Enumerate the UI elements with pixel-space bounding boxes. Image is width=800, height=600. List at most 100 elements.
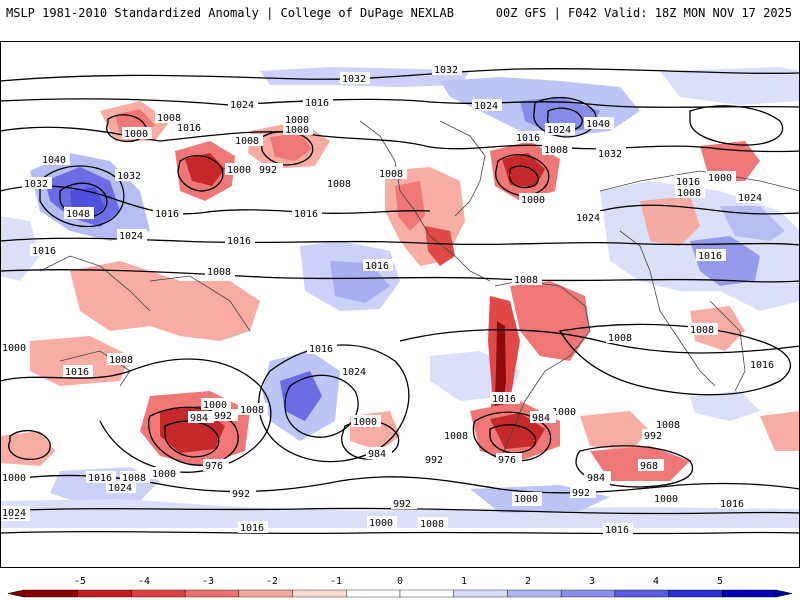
- isobar-label: 992: [214, 411, 232, 422]
- isobar-label: 1008: [157, 113, 181, 124]
- isobar-label: 1008: [235, 136, 259, 147]
- isobar-label: 984: [587, 473, 605, 484]
- colorbar-right-arrow: [775, 589, 793, 598]
- isobar-label: 1000: [369, 518, 393, 529]
- isobar-label: 1016: [227, 236, 251, 247]
- colorbar-segment: [77, 589, 132, 598]
- isobar-label: 1016: [365, 261, 389, 272]
- header-bar: MSLP 1981-2010 Standardized Anomaly | Co…: [0, 0, 800, 40]
- isobar-label: 1032: [24, 179, 48, 190]
- colorbar-segment: [292, 589, 347, 598]
- colorbar-segment: [560, 589, 616, 598]
- colorbar-left-arrow: [7, 589, 25, 598]
- isobar-label: 1000: [353, 417, 377, 428]
- isobar-label: 1032: [598, 149, 622, 160]
- isobar-label: 1008: [420, 519, 444, 530]
- isobar-label: 1016: [32, 246, 56, 257]
- colorbar-segment: [614, 589, 669, 598]
- isobar-label: 1016: [676, 177, 700, 188]
- isobar-label: 1000: [552, 407, 576, 418]
- colorbar-tick-label: -1: [330, 576, 342, 587]
- isobar-label: 1024: [738, 193, 762, 204]
- colorbar-tick-label: 5: [717, 576, 723, 587]
- isobar-label: 1024: [108, 483, 132, 494]
- isobar-label: 1008: [379, 169, 403, 180]
- isobar-label: 992: [232, 489, 250, 500]
- colorbar-tick-label: -4: [138, 576, 150, 587]
- anomaly-map: 1032 1032 1024 1016 1008 1000 1016 1000 …: [0, 41, 800, 568]
- isobar-label: 1024: [230, 100, 254, 111]
- isobar-label: 1032: [342, 74, 366, 85]
- isobar-label: 1016: [605, 525, 629, 536]
- isobar-label: 1024: [2, 508, 26, 519]
- isobar-label: 992: [259, 165, 277, 176]
- colorbar: -5 -4 -3 -2 -1 0 1 2 3 4 5: [0, 570, 800, 600]
- model-run-title: 00Z GFS | F042 Valid: 18Z MON NOV 17 202…: [495, 6, 792, 20]
- colorbar-tick-label: 2: [525, 576, 531, 587]
- isobar-label: 1000: [285, 115, 309, 126]
- isobar-label: 1024: [474, 101, 498, 112]
- colorbar-tick-label: -5: [74, 576, 86, 587]
- isobar-label: 1000: [708, 173, 732, 184]
- isobar-label: 1000: [124, 129, 148, 140]
- isobar-label: 976: [205, 461, 223, 472]
- isobar-label: 1000: [285, 125, 309, 136]
- map-svg: 1032 1032 1024 1016 1008 1000 1016 1000 …: [0, 41, 800, 568]
- isobar-label: 992: [425, 455, 443, 466]
- isobar-label: 1000: [521, 195, 545, 206]
- colorbar-segment: [507, 589, 562, 598]
- isobar-label: 1016: [720, 499, 744, 510]
- isobar-label: 1016: [177, 123, 201, 134]
- isobar-label: 984: [190, 413, 208, 424]
- isobar-label: 1016: [309, 344, 333, 355]
- isobar-label: 992: [572, 488, 590, 499]
- colorbar-segment: [399, 589, 454, 598]
- isobar-label: 1016: [65, 367, 89, 378]
- isobar-label: 1008: [656, 420, 680, 431]
- colorbar-segment: [184, 589, 240, 598]
- colorbar-ticks: -5 -4 -3 -2 -1 0 1 2 3 4 5: [74, 576, 723, 587]
- isobar-label: 1008: [608, 333, 632, 344]
- isobar-label: 1008: [240, 405, 264, 416]
- isobar-label: 984: [532, 413, 550, 424]
- colorbar-tick-label: 0: [397, 576, 403, 587]
- isobar-label: 1032: [117, 171, 141, 182]
- map-title: MSLP 1981-2010 Standardized Anomaly | Co…: [6, 6, 454, 20]
- isobar-label: 1008: [544, 145, 568, 156]
- isobar-label: 1000: [2, 473, 26, 484]
- isobar-label: 1048: [66, 209, 90, 220]
- colorbar-segment: [346, 589, 401, 598]
- isobar-label: 1016: [698, 251, 722, 262]
- colorbar-segment: [722, 589, 777, 598]
- colorbar-segment: [23, 589, 78, 598]
- isobar-label: 1000: [227, 165, 251, 176]
- isobar-label: 1008: [444, 431, 468, 442]
- isobar-label: 1016: [305, 98, 329, 109]
- colorbar-svg: -5 -4 -3 -2 -1 0 1 2 3 4 5: [7, 576, 793, 598]
- isobar-label: 1016: [294, 209, 318, 220]
- isobar-label: 1016: [240, 523, 264, 534]
- colorbar-segment: [131, 589, 186, 598]
- isobar-label: 1016: [88, 473, 112, 484]
- isobar-label: 1016: [155, 209, 179, 220]
- isobar-label: 1008: [122, 473, 146, 484]
- colorbar-segments: [7, 589, 793, 598]
- isobar-label: 1008: [690, 325, 714, 336]
- isobar-label: 1024: [119, 231, 143, 242]
- colorbar-tick-label: 1: [461, 576, 467, 587]
- isobar-label: 992: [644, 431, 662, 442]
- isobar-label: 1008: [327, 179, 351, 190]
- isobar-label: 968: [640, 461, 658, 472]
- isobar-label: 1008: [677, 188, 701, 199]
- colorbar-tick-label: 3: [589, 576, 595, 587]
- isobar-label: 976: [498, 455, 516, 466]
- isobar-label: 1008: [514, 275, 538, 286]
- isobar-labels: 1032 1032 1024 1016 1008 1000 1016 1000 …: [0, 63, 778, 536]
- isobar-label: 1040: [586, 119, 610, 130]
- isobar-label: 1016: [516, 133, 540, 144]
- isobar-label: 1000: [654, 494, 678, 505]
- isobar-label: 1032: [434, 65, 458, 76]
- isobar-label: 1000: [2, 343, 26, 354]
- isobar-label: 1000: [514, 494, 538, 505]
- isobar-label: 984: [368, 449, 386, 460]
